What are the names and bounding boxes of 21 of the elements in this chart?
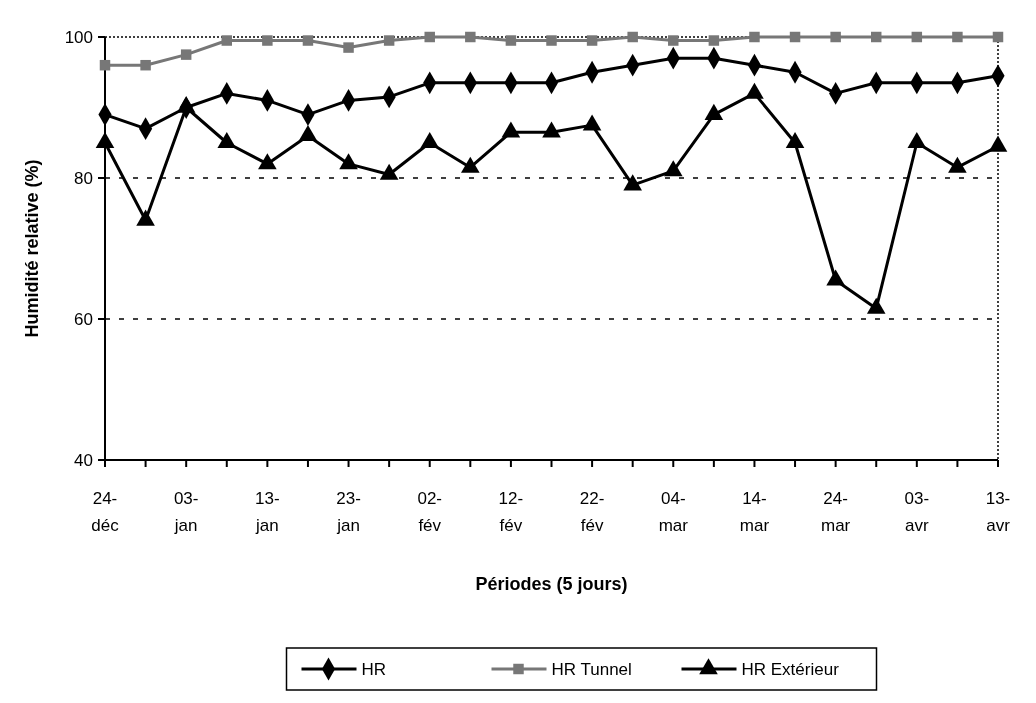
x-tick-label: 22- fév [579, 489, 605, 535]
y-axis-title: Humidité relative (%) [22, 159, 42, 338]
y-tick-label: 40 [74, 450, 93, 470]
x-tick-label: 03- jan [173, 489, 199, 535]
x-tick-label: 12- fév [498, 489, 524, 535]
x-tick-label: 02- fév [417, 489, 443, 535]
x-axis-title: Périodes (5 jours) [475, 574, 628, 594]
y-tick-label: 80 [74, 168, 93, 188]
x-tick-label: 13- jan [255, 489, 280, 535]
x-tick-label: 13- avr [985, 489, 1011, 535]
y-tick-label: 100 [64, 27, 93, 47]
x-tick-label: 14- mar [739, 489, 770, 535]
legend-label: HR Extérieur [741, 659, 840, 679]
legend-label: HR [361, 659, 387, 679]
legend-label: HR Tunnel [551, 659, 632, 679]
x-tick-label: 24- déc [91, 489, 120, 535]
x-tick-label: 03- avr [904, 489, 930, 535]
x-tick-label: 23- jan [336, 489, 361, 535]
x-tick-label: 04- mar [658, 489, 689, 535]
y-tick-label: 60 [74, 309, 93, 329]
x-tick-label: 24- mar [821, 489, 851, 535]
